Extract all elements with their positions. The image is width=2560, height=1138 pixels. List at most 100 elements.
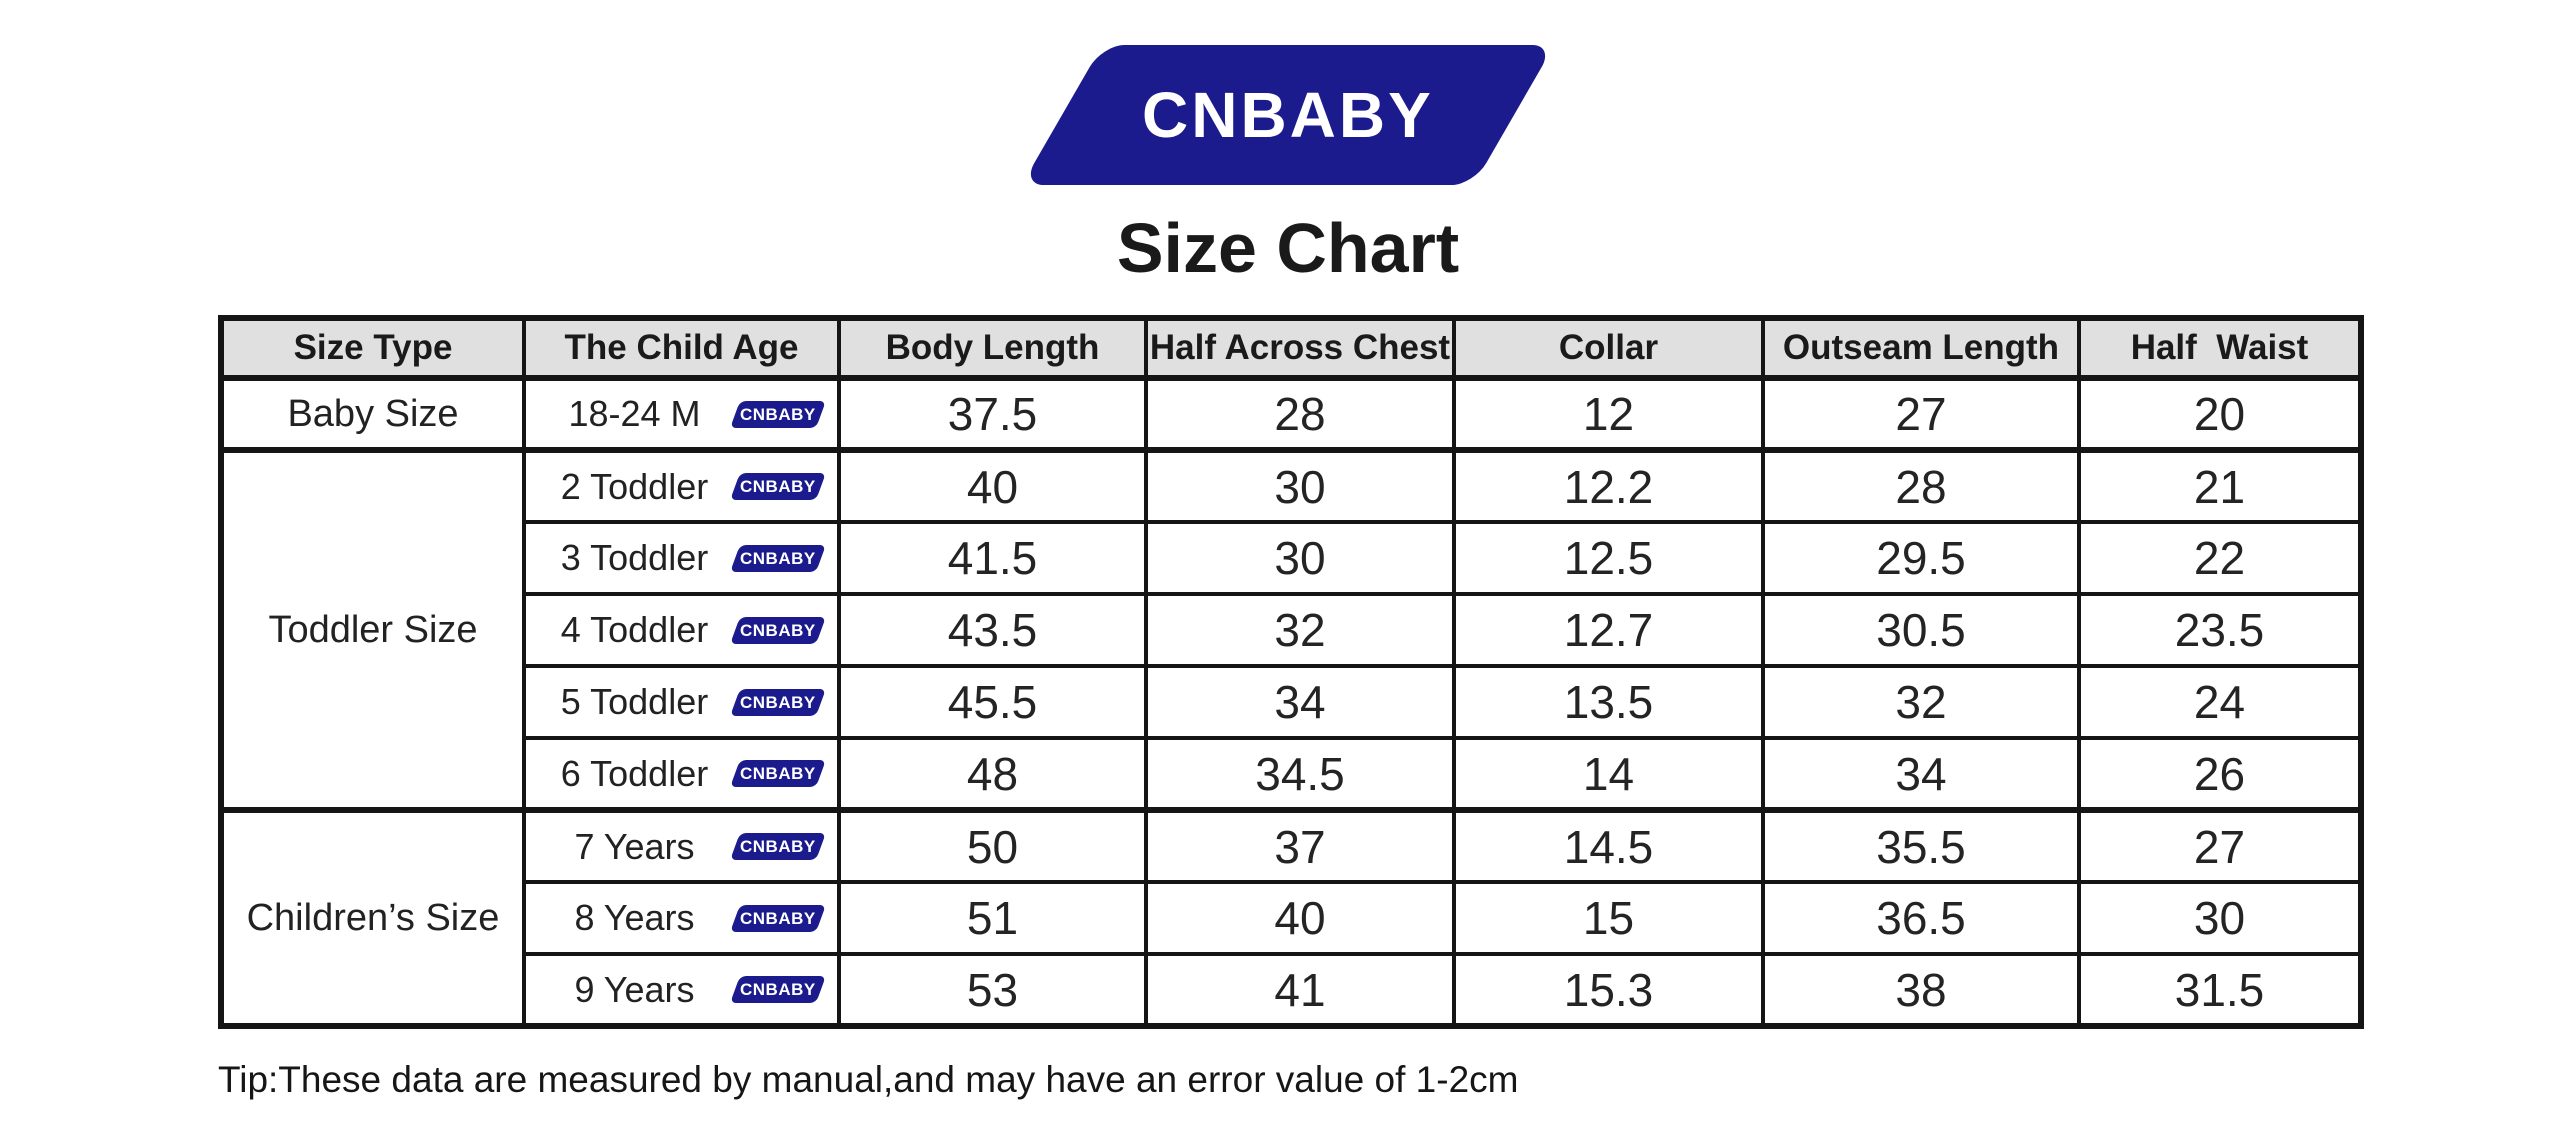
age-label: 18-24 M: [568, 393, 701, 434]
table-row: Toddler Size 2 Toddler CNBABY 40 30 12.2…: [219, 447, 2363, 812]
value-cell: 45.5: [837, 664, 1148, 740]
value-cell: 13.5: [1452, 664, 1765, 740]
value-cell: 36.5: [1761, 880, 2081, 956]
age-cell: 3 Toddler CNBABY: [522, 520, 841, 596]
value-cell: 40: [837, 447, 1148, 524]
table-header-row: Size Type The Child Age Body Length Half…: [219, 316, 2363, 381]
size-table: Size Type The Child Age Body Length Half…: [218, 315, 2364, 1029]
column-header-size-type: Size Type: [219, 316, 526, 381]
table-row: 9 Years CNBABY 53 41 15.3 38 31.5: [221, 952, 2363, 1028]
column-header-collar: Collar: [1452, 316, 1765, 381]
value-cell: 28: [1144, 376, 1456, 452]
badge-label: CNBABY: [740, 980, 816, 999]
cnbaby-logo: CNBABY: [1021, 45, 1555, 185]
value-cell: 30.5: [1761, 592, 2081, 668]
age-label: 8 Years: [574, 897, 695, 938]
value-cell: 20: [2077, 376, 2363, 452]
cnbaby-badge: CNBABY: [730, 473, 826, 500]
value-cell: 35.5: [1761, 807, 2081, 884]
value-cell: 30: [1144, 447, 1456, 524]
badge-label: CNBABY: [740, 620, 816, 640]
column-header-outseam-length: Outseam Length: [1761, 316, 2081, 381]
age-label: 7 Years: [574, 825, 695, 867]
value-cell: 24: [2077, 664, 2363, 740]
content-column: CNBABY Size Chart Size Type The Child Ag…: [218, 0, 2364, 1101]
table-row: 4 Toddler CNBABY 43.5 32 12.7 30.5 23.5: [221, 592, 2363, 668]
table-row: 5 Toddler CNBABY 45.5 34 13.5 32 24: [221, 664, 2363, 740]
table-row: 8 Years CNBABY 51 40 15 36.5 30: [221, 880, 2363, 956]
age-label: 2 Toddler: [560, 465, 709, 507]
cnbaby-badge: CNBABY: [730, 760, 826, 787]
badge-label: CNBABY: [740, 764, 816, 783]
badge-label: CNBABY: [740, 692, 816, 712]
column-header-child-age: The Child Age: [522, 316, 841, 381]
column-header-half-waist: Half Waist: [2077, 316, 2363, 381]
age-cell: 7 Years CNBABY: [522, 807, 841, 884]
value-cell: 15: [1452, 880, 1765, 956]
age-label: 9 Years: [574, 968, 695, 1010]
value-cell: 37: [1144, 807, 1456, 884]
table-row: 3 Toddler CNBABY 41.5 30 12.5 29.5 22: [221, 520, 2363, 596]
value-cell: 14.5: [1452, 807, 1765, 884]
badge-label: CNBABY: [740, 404, 816, 424]
age-cell: 9 Years CNBABY: [522, 952, 841, 1028]
value-cell: 15.3: [1452, 952, 1765, 1028]
cnbaby-badge: CNBABY: [730, 688, 826, 716]
page-title: Size Chart: [1116, 209, 1460, 287]
cnbaby-badge: CNBABY: [730, 976, 826, 1003]
badge-label: CNBABY: [740, 837, 816, 856]
value-cell: 34.5: [1144, 736, 1456, 812]
cnbaby-badge: CNBABY: [730, 616, 826, 644]
brand-name: CNBABY: [1142, 79, 1434, 151]
age-cell: 2 Toddler CNBABY: [522, 447, 841, 524]
age-cell: 6 Toddler CNBABY: [522, 736, 841, 812]
value-cell: 32: [1761, 664, 2081, 740]
age-label: 5 Toddler: [560, 681, 709, 722]
value-cell: 26: [2077, 736, 2363, 812]
value-cell: 12.5: [1452, 520, 1765, 596]
tip-text: Tip:These data are measured by manual,an…: [218, 1059, 1519, 1100]
cnbaby-badge: CNBABY: [730, 904, 826, 932]
age-cell: 5 Toddler CNBABY: [522, 664, 841, 740]
age-label: 6 Toddler: [560, 752, 709, 794]
cnbaby-badge: CNBABY: [730, 400, 826, 428]
value-cell: 31.5: [2077, 952, 2363, 1028]
value-cell: 40: [1144, 880, 1456, 956]
size-type-cell: Toddler Size: [219, 447, 526, 812]
age-cell: 18-24 M CNBABY: [522, 376, 841, 452]
value-cell: 28: [1761, 447, 2081, 524]
value-cell: 21: [2077, 447, 2363, 524]
value-cell: 48: [837, 736, 1148, 812]
age-label: 3 Toddler: [560, 537, 709, 578]
value-cell: 34: [1761, 736, 2081, 812]
value-cell: 30: [1144, 520, 1456, 596]
value-cell: 30: [2077, 880, 2363, 956]
value-cell: 27: [1761, 376, 2081, 452]
cnbaby-badge: CNBABY: [730, 544, 826, 572]
value-cell: 50: [837, 807, 1148, 884]
value-cell: 53: [837, 952, 1148, 1028]
column-header-half-across-chest: Half Across Chest: [1144, 316, 1456, 381]
value-cell: 43.5: [837, 592, 1148, 668]
value-cell: 38: [1761, 952, 2081, 1028]
value-cell: 12.7: [1452, 592, 1765, 668]
age-cell: 4 Toddler CNBABY: [522, 592, 841, 668]
value-cell: 22: [2077, 520, 2363, 596]
value-cell: 37.5: [837, 376, 1148, 452]
badge-label: CNBABY: [740, 908, 816, 928]
value-cell: 32: [1144, 592, 1456, 668]
table-row: Baby Size 18-24 M CNBABY 37.5 28 12 27 2…: [219, 376, 2363, 452]
value-cell: 23.5: [2077, 592, 2363, 668]
value-cell: 41.5: [837, 520, 1148, 596]
column-header-body-length: Body Length: [837, 316, 1148, 381]
size-type-cell: Children’s Size: [219, 807, 526, 1028]
value-cell: 27: [2077, 807, 2363, 884]
age-cell: 8 Years CNBABY: [522, 880, 841, 956]
value-cell: 12: [1452, 376, 1765, 452]
value-cell: 51: [837, 880, 1148, 956]
size-type-cell: Baby Size: [219, 376, 526, 452]
value-cell: 41: [1144, 952, 1456, 1028]
badge-label: CNBABY: [740, 548, 816, 568]
value-cell: 34: [1144, 664, 1456, 740]
